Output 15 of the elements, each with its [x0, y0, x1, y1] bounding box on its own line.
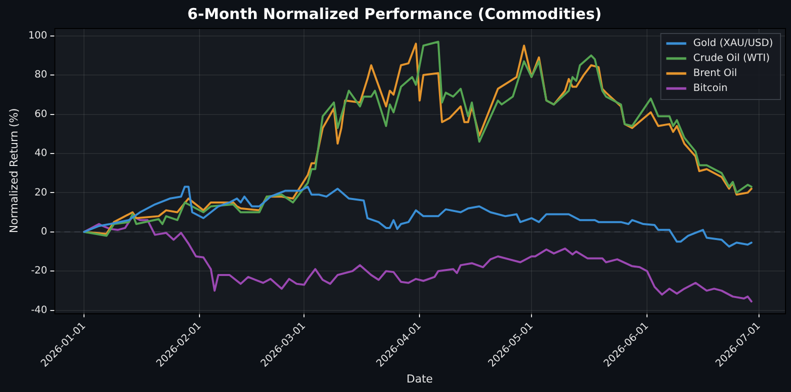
y-tick-label: 100: [28, 30, 48, 42]
chart-title: 6-Month Normalized Performance (Commodities): [187, 4, 602, 23]
y-tick-label: 80: [34, 70, 48, 81]
y-tick-label: -20: [30, 266, 48, 277]
y-axis-title: Normalized Return (%): [7, 108, 20, 234]
legend-label: Brent Oil: [693, 68, 738, 80]
y-tick-label: 20: [34, 187, 48, 198]
y-tick-label: 40: [34, 148, 48, 160]
y-tick-label: 0: [40, 226, 48, 238]
y-tick-label: 60: [34, 108, 48, 120]
legend-label: Gold (XAU/USD): [693, 38, 774, 50]
legend-label: Bitcoin: [693, 83, 728, 94]
legend-label: Crude Oil (WTI): [693, 53, 770, 64]
x-axis-title: Date: [406, 372, 434, 386]
y-tick-label: -40: [30, 304, 48, 316]
